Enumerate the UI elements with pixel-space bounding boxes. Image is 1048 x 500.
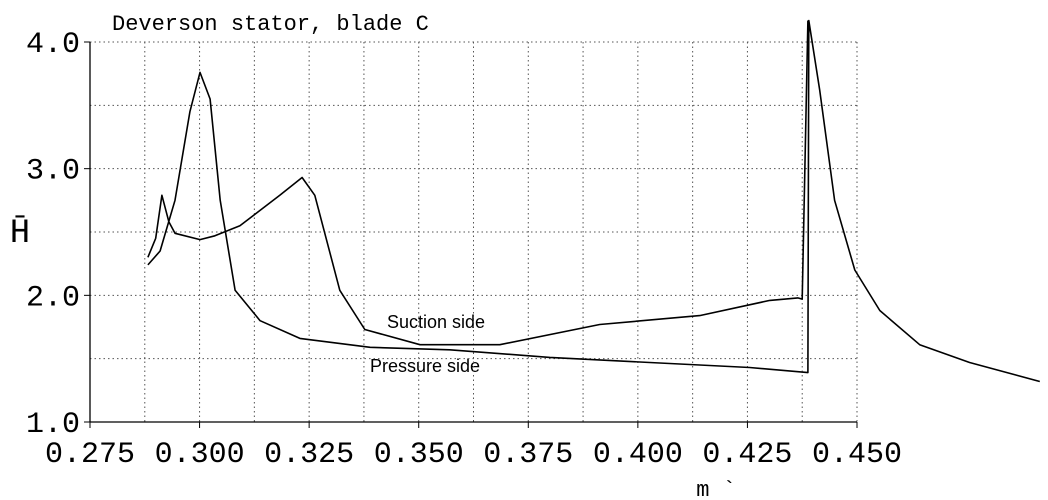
line-series	[147, 20, 809, 346]
x-tick-label: 0.325	[264, 438, 354, 472]
annotation: Pressure side	[370, 356, 480, 376]
y-tick-label: 1.0	[26, 408, 80, 442]
line-series	[147, 19, 1041, 383]
annotation: Suction side	[387, 312, 485, 332]
x-tick-label: 0.450	[812, 438, 902, 472]
y-tick-label: 3.0	[26, 155, 80, 189]
x-tick-label: 0.375	[483, 438, 573, 472]
x-tick-label: 0.400	[593, 438, 683, 472]
x-tick-label: 0.275	[45, 438, 135, 472]
y-axis-label: H̄	[10, 215, 30, 253]
x-tick-label: 0.425	[702, 438, 792, 472]
x-axis-label: m `	[696, 478, 736, 500]
x-tick-label: 0.300	[155, 438, 245, 472]
x-tick-label: 0.350	[374, 438, 464, 472]
y-tick-label: 4.0	[26, 28, 80, 62]
y-tick-label: 2.0	[26, 281, 80, 315]
chart-title: Deverson stator, blade C	[112, 12, 429, 37]
